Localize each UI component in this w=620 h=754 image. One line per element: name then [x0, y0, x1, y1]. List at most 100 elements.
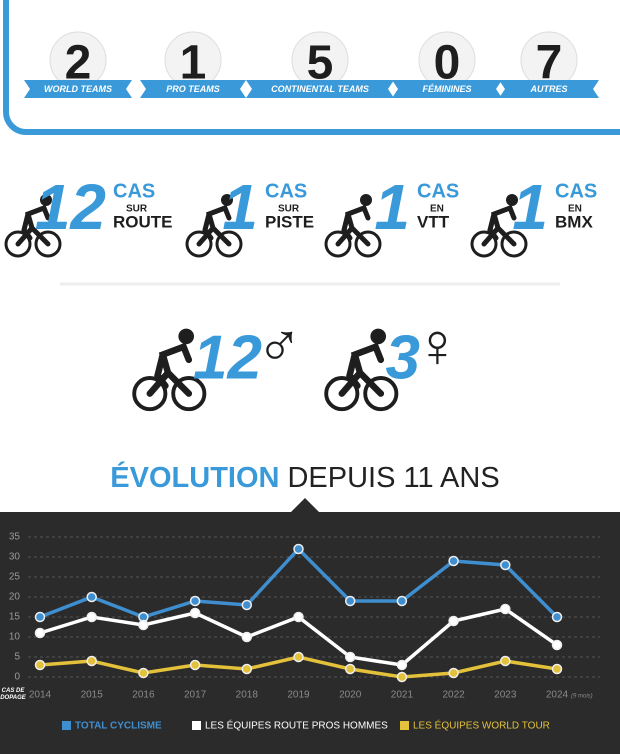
wheel — [215, 230, 243, 258]
team-label: CONTINENTAL TEAMS — [271, 84, 369, 94]
point — [34, 627, 46, 639]
cyclist-icon — [4, 194, 62, 258]
point — [448, 555, 459, 567]
y-tick-label: 10 — [9, 632, 21, 643]
case-count: 12 — [35, 171, 106, 243]
wheel — [34, 230, 62, 258]
panel-notch — [291, 498, 319, 512]
point — [241, 599, 253, 611]
point — [86, 591, 97, 603]
case-word: CAS — [417, 180, 459, 202]
x-tick-label: 2023 — [494, 690, 517, 701]
point — [396, 671, 408, 683]
wheel — [324, 376, 360, 412]
team-label: PRO TEAMS — [166, 84, 220, 94]
chart-panel — [0, 512, 620, 754]
case-prep: SUR — [278, 204, 300, 215]
x-tick-label: 2018 — [236, 690, 259, 701]
cyclist-icon — [324, 328, 399, 412]
x-tick-label: 2017 — [184, 690, 207, 701]
rider — [338, 342, 385, 397]
x-tick-label: 2015 — [81, 690, 104, 701]
x-tick-label: 2016 — [132, 690, 155, 701]
y-tick-label: 30 — [9, 552, 21, 563]
team-label: WORLD TEAMS — [44, 84, 112, 94]
x-tick-label: 2020 — [339, 690, 362, 701]
case-discipline: ROUTE — [113, 212, 173, 231]
point — [293, 651, 304, 663]
point — [500, 655, 511, 667]
ribbon — [392, 80, 502, 98]
point — [448, 615, 459, 627]
wheel — [354, 230, 382, 258]
legend-swatch — [192, 721, 201, 730]
y-tick-label: 20 — [9, 592, 21, 603]
y-tick-label: 15 — [9, 612, 21, 623]
case-discipline: VTT — [417, 212, 450, 231]
wheel — [500, 230, 528, 258]
point — [189, 607, 201, 619]
point — [500, 559, 511, 571]
case-prep: SUR — [126, 204, 148, 215]
head — [370, 328, 386, 345]
head — [40, 194, 52, 206]
legend-swatch — [400, 721, 409, 730]
x-tick-label: 2019 — [287, 690, 310, 701]
x-note: (9 mois) — [571, 694, 593, 700]
wheel — [132, 376, 168, 412]
legend-label: LES ÉQUIPES WORLD TOUR — [413, 719, 550, 732]
y-tick-label: 35 — [9, 532, 21, 543]
point — [189, 659, 201, 671]
wheel — [185, 230, 213, 258]
case-discipline: BMX — [555, 212, 593, 231]
x-tick-label: 2014 — [29, 690, 52, 701]
head — [178, 328, 194, 345]
point — [396, 659, 408, 671]
wheel — [4, 230, 32, 258]
point — [551, 611, 563, 623]
case-count: 1 — [374, 171, 410, 243]
point — [34, 611, 46, 623]
point — [448, 667, 459, 679]
x-tick-label: 2022 — [442, 690, 465, 701]
legend-label: LES ÉQUIPES ROUTE PROS HOMMES — [205, 719, 388, 732]
y-axis-label: CAS DE DOPAGE — [0, 688, 26, 701]
point — [293, 611, 304, 623]
point — [241, 631, 253, 643]
point — [241, 663, 253, 675]
case-discipline: PISTE — [265, 212, 314, 231]
head — [506, 194, 518, 206]
point — [34, 659, 46, 671]
x-tick-label: 2024 — [546, 690, 569, 701]
gender-symbol: ♂ — [256, 311, 303, 380]
point — [138, 619, 149, 631]
wheel — [470, 230, 498, 258]
point — [551, 663, 563, 675]
y-tick-label: 5 — [14, 652, 20, 663]
gender-count: 12 — [193, 323, 262, 392]
cyclist-icon — [470, 194, 528, 258]
point — [138, 667, 149, 679]
head — [360, 194, 372, 206]
ribbon — [140, 80, 246, 98]
ribbon — [246, 80, 394, 98]
point — [551, 639, 563, 651]
y-tick-label: 25 — [9, 572, 21, 583]
cyclist-icon — [185, 194, 243, 258]
point — [293, 543, 304, 555]
case-count: 1 — [222, 171, 258, 243]
rider — [481, 204, 517, 247]
legend-label: TOTAL CYCLISME — [75, 721, 162, 732]
rider — [196, 204, 232, 247]
head — [221, 194, 233, 206]
title-rest: DEPUIS 11 ANS — [287, 462, 499, 494]
wheel — [171, 376, 207, 412]
point — [86, 655, 97, 667]
wheel — [324, 230, 352, 258]
rider — [335, 204, 371, 247]
gender-count: 3 — [386, 323, 420, 392]
point — [396, 595, 408, 607]
case-word: CAS — [113, 180, 155, 202]
team-label: FÉMININES — [422, 84, 471, 94]
